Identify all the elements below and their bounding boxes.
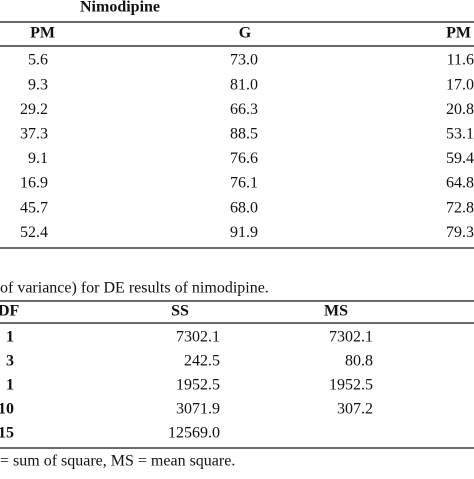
- table-cell: 11.6: [447, 52, 474, 69]
- table-cell: 17.0: [446, 76, 474, 93]
- table-cell: 9.1: [28, 150, 48, 167]
- table-cell: 16.9: [20, 175, 48, 192]
- table-cell: 53.1: [446, 125, 474, 142]
- table-cell: 1952.5: [176, 377, 220, 394]
- table-cell: 64.8: [446, 175, 474, 192]
- table-cell: 80.8: [345, 353, 373, 370]
- column-header: DF: [0, 303, 20, 320]
- table-cell: 15: [0, 425, 14, 442]
- table-cell: 37.3: [20, 125, 48, 142]
- table-cell: 81.0: [230, 76, 258, 93]
- table-cell: 59.4: [446, 150, 474, 167]
- table-cell: 9.3: [28, 76, 48, 93]
- table-cell: 72.8: [446, 199, 474, 216]
- table-caption: of variance) for DE results of nimodipin…: [0, 280, 269, 297]
- column-header: SS: [171, 303, 189, 320]
- table-cell: 307.2: [337, 401, 373, 418]
- column-header: MS: [324, 303, 348, 320]
- table-cell: 79.3: [446, 224, 474, 241]
- table-cell: 66.3: [230, 101, 258, 118]
- table-cell: 52.4: [20, 224, 48, 241]
- table-cell: 3: [6, 353, 14, 370]
- table-cell: 88.5: [230, 125, 258, 142]
- table-cell: 73.0: [230, 52, 258, 69]
- table-cell: 1952.5: [329, 377, 373, 394]
- table-cell: 3071.9: [176, 401, 220, 418]
- table-cell: 12569.0: [168, 425, 220, 442]
- table-cell: 68.0: [230, 199, 258, 216]
- table-cell: 7302.1: [176, 329, 220, 346]
- table-cell: 10: [0, 401, 14, 418]
- table-cell: 5.6: [28, 52, 48, 69]
- table-cell: 20.8: [446, 101, 474, 118]
- column-header: PM: [30, 25, 55, 42]
- table-cell: 91.9: [230, 224, 258, 241]
- table-cell: 242.5: [184, 353, 220, 370]
- footnote: = sum of square, MS = mean square.: [0, 453, 235, 470]
- column-header: G: [239, 25, 252, 42]
- table-cell: 76.6: [230, 150, 258, 167]
- table-cell: 45.7: [20, 199, 48, 216]
- table-cell: 76.1: [230, 175, 258, 192]
- table-cell: 29.2: [20, 101, 48, 118]
- table-title: Nimodipine: [80, 0, 160, 16]
- table-cell: 1: [6, 329, 14, 346]
- column-header: PM: [446, 25, 471, 42]
- table-cell: 1: [6, 377, 14, 394]
- table-cell: 7302.1: [329, 329, 373, 346]
